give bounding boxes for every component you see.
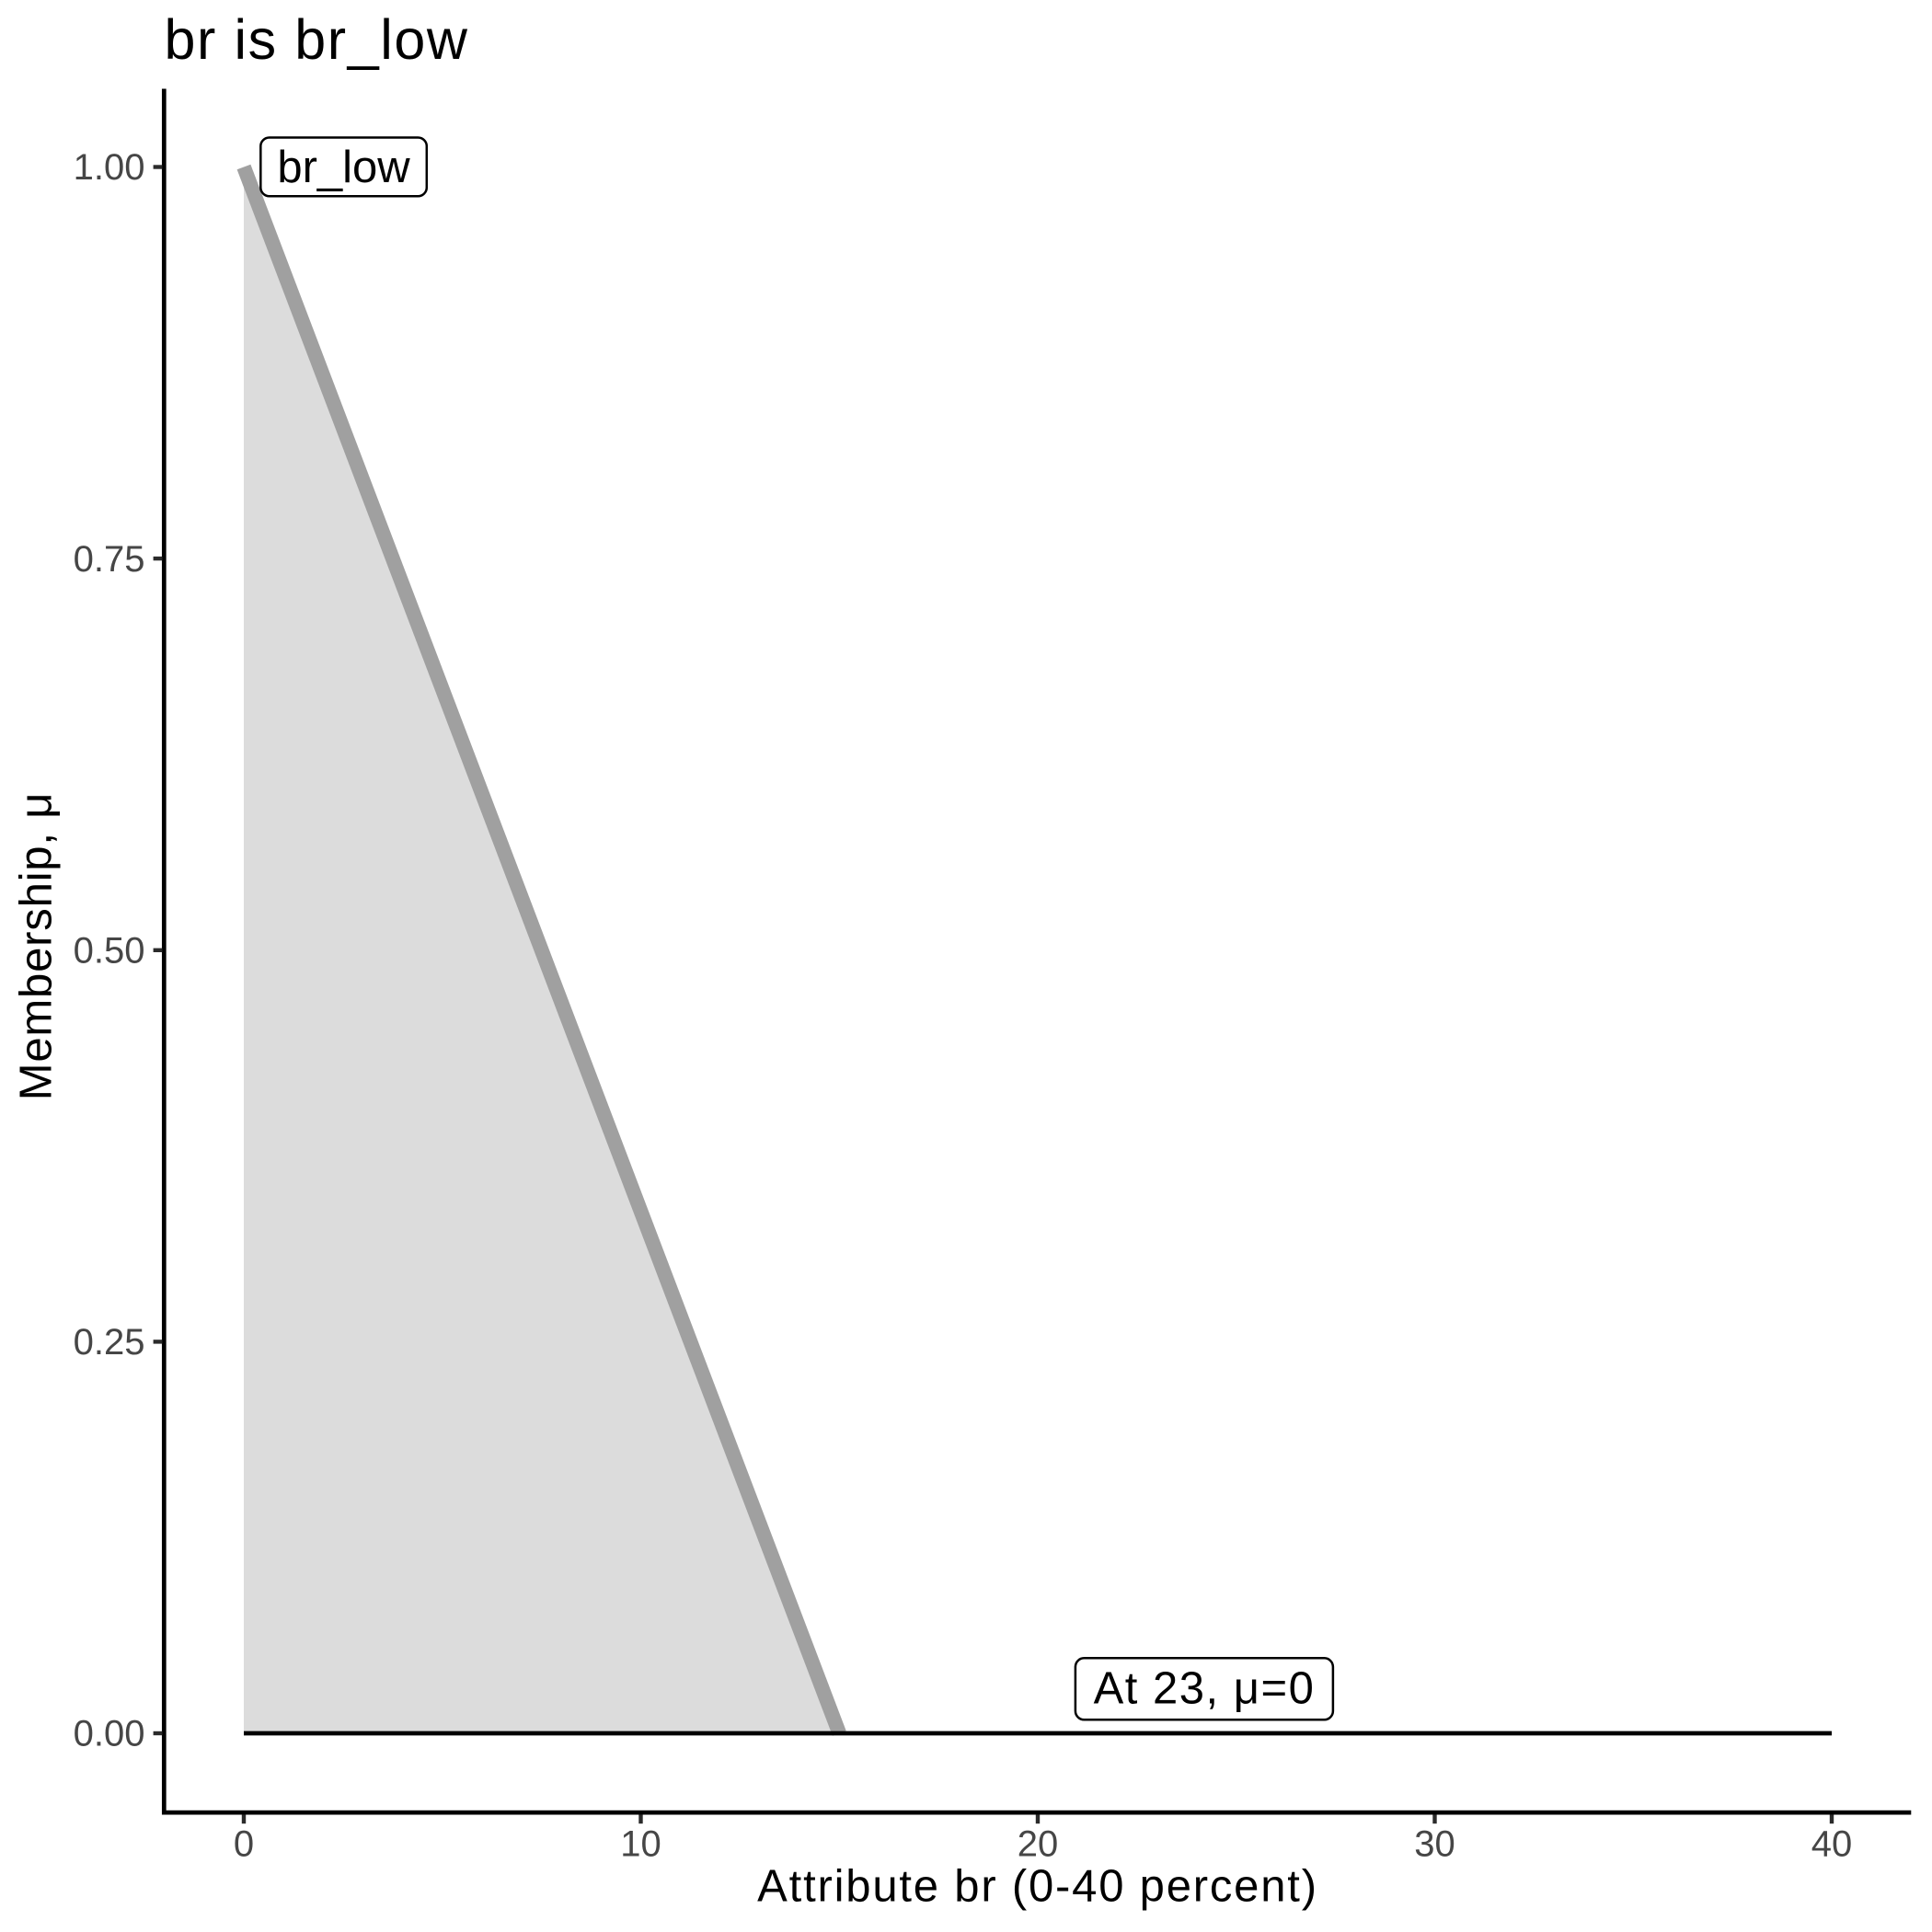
svg-text:20: 20 bbox=[1018, 1824, 1059, 1865]
svg-text:Attribute br (0-40 percent): Attribute br (0-40 percent) bbox=[757, 1862, 1318, 1912]
svg-text:10: 10 bbox=[620, 1824, 661, 1865]
svg-text:0.50: 0.50 bbox=[74, 931, 145, 972]
svg-text:1.00: 1.00 bbox=[74, 147, 145, 188]
svg-text:30: 30 bbox=[1414, 1824, 1455, 1865]
svg-text:0.00: 0.00 bbox=[74, 1714, 145, 1754]
svg-text:40: 40 bbox=[1811, 1824, 1853, 1865]
svg-text:br is br_low: br is br_low bbox=[165, 8, 469, 71]
svg-text:Membership, μ: Membership, μ bbox=[12, 792, 62, 1100]
svg-text:0.25: 0.25 bbox=[74, 1322, 145, 1363]
svg-text:0: 0 bbox=[234, 1824, 254, 1865]
svg-text:br_low: br_low bbox=[277, 143, 410, 192]
svg-text:At 23, μ=0: At 23, μ=0 bbox=[1094, 1664, 1316, 1714]
svg-text:0.75: 0.75 bbox=[74, 539, 145, 580]
